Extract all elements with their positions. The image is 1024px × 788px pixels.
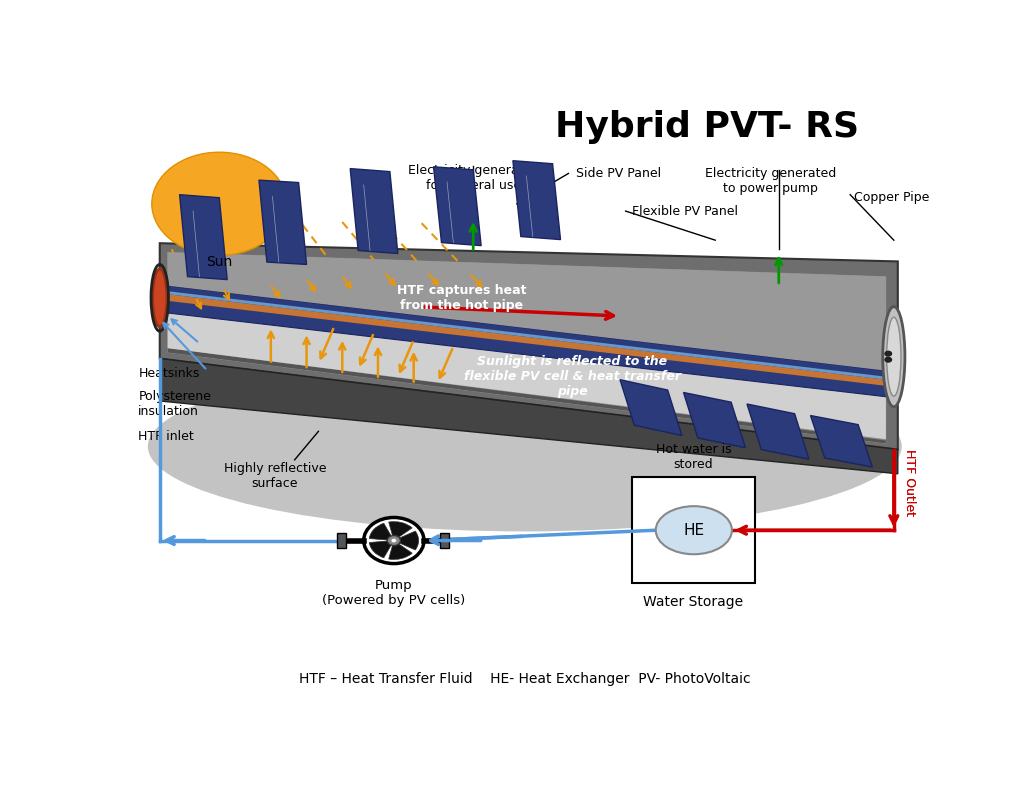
Polygon shape bbox=[433, 167, 481, 246]
Polygon shape bbox=[160, 359, 898, 474]
Circle shape bbox=[391, 539, 396, 542]
Text: Sunlight: Sunlight bbox=[248, 284, 286, 341]
Circle shape bbox=[152, 152, 287, 255]
Ellipse shape bbox=[887, 318, 901, 396]
Polygon shape bbox=[513, 161, 560, 240]
Text: Hot water is
stored: Hot water is stored bbox=[655, 443, 731, 470]
Wedge shape bbox=[370, 523, 394, 541]
FancyBboxPatch shape bbox=[337, 533, 346, 548]
Polygon shape bbox=[168, 301, 886, 439]
Polygon shape bbox=[179, 195, 227, 280]
Circle shape bbox=[885, 351, 892, 357]
Ellipse shape bbox=[147, 362, 902, 531]
Text: Hybrid PVT- RS: Hybrid PVT- RS bbox=[555, 110, 859, 143]
Text: HTF Outlet: HTF Outlet bbox=[903, 449, 916, 516]
Text: Sun: Sun bbox=[206, 255, 232, 269]
Circle shape bbox=[387, 536, 400, 545]
Polygon shape bbox=[259, 180, 306, 265]
Text: Electricity generated
to power pump: Electricity generated to power pump bbox=[706, 167, 837, 195]
Text: Sunlight is reflected to the
flexible PV cell & heat transfer
pipe: Sunlight is reflected to the flexible PV… bbox=[464, 355, 681, 398]
Polygon shape bbox=[160, 243, 898, 449]
Text: Water Storage: Water Storage bbox=[643, 595, 743, 609]
Text: Highly reflective
surface: Highly reflective surface bbox=[223, 462, 326, 489]
Polygon shape bbox=[168, 348, 886, 444]
Text: HE: HE bbox=[683, 522, 705, 537]
Text: Electricity generated
for general use: Electricity generated for general use bbox=[408, 165, 539, 192]
Polygon shape bbox=[168, 252, 886, 370]
Text: Copper Pipe: Copper Pipe bbox=[854, 191, 930, 204]
Text: Flexible PV Panel: Flexible PV Panel bbox=[632, 205, 738, 217]
Polygon shape bbox=[168, 340, 886, 444]
Text: HTF – Heat Transfer Fluid    HE- Heat Exchanger  PV- PhotoVoltaic: HTF – Heat Transfer Fluid HE- Heat Excha… bbox=[299, 672, 751, 686]
Text: Polysterene
insulation: Polysterene insulation bbox=[138, 390, 211, 418]
Polygon shape bbox=[168, 252, 886, 444]
Polygon shape bbox=[811, 415, 872, 467]
Polygon shape bbox=[684, 392, 745, 448]
Polygon shape bbox=[620, 380, 682, 436]
Text: HTF inlet: HTF inlet bbox=[138, 429, 195, 443]
Ellipse shape bbox=[153, 269, 167, 327]
Ellipse shape bbox=[655, 506, 732, 554]
Text: HTF captures heat
from the hot pipe: HTF captures heat from the hot pipe bbox=[396, 284, 526, 312]
FancyBboxPatch shape bbox=[440, 533, 450, 548]
Text: Pump
(Powered by PV cells): Pump (Powered by PV cells) bbox=[323, 578, 466, 607]
Circle shape bbox=[885, 357, 892, 362]
Circle shape bbox=[364, 518, 424, 563]
Text: Side PV Panel: Side PV Panel bbox=[577, 167, 662, 180]
Wedge shape bbox=[389, 541, 413, 559]
Text: Heatsinks: Heatsinks bbox=[138, 367, 200, 380]
FancyBboxPatch shape bbox=[632, 477, 755, 583]
Polygon shape bbox=[748, 404, 809, 459]
Wedge shape bbox=[389, 522, 413, 541]
Text: HTF Outlet: HTF Outlet bbox=[903, 449, 916, 516]
Polygon shape bbox=[168, 291, 886, 380]
Polygon shape bbox=[168, 294, 886, 386]
Polygon shape bbox=[350, 169, 397, 254]
Wedge shape bbox=[394, 531, 419, 550]
Ellipse shape bbox=[883, 307, 905, 407]
Polygon shape bbox=[168, 286, 886, 396]
Wedge shape bbox=[370, 541, 394, 558]
